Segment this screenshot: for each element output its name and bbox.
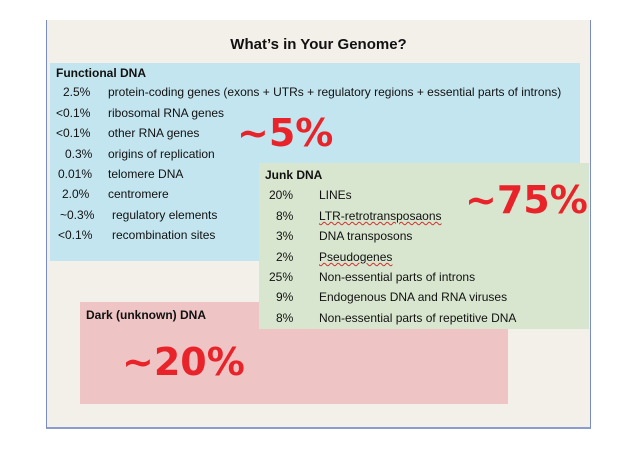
functional-label: centromere — [108, 187, 169, 201]
functional-pct: 2.0% — [62, 187, 90, 201]
functional-total: ~5% — [237, 111, 334, 155]
junk-label: DNA transposons — [319, 229, 413, 243]
junk-dna-heading: Junk DNA — [265, 168, 323, 182]
junk-pct: 8% — [276, 311, 294, 325]
junk-total: ~75% — [465, 178, 588, 222]
junk-pct: 3% — [276, 229, 294, 243]
functional-label: other RNA genes — [108, 126, 200, 140]
functional-label: ribosomal RNA genes — [108, 106, 225, 120]
junk-pct: 25% — [269, 270, 294, 284]
functional-label: origins of replication — [108, 147, 215, 161]
junk-label: Endogenous DNA and RNA viruses — [319, 290, 508, 304]
functional-pct: 2.5% — [63, 85, 91, 99]
junk-label: Pseudogenes — [319, 250, 393, 264]
functional-pct: <0.1% — [56, 106, 91, 120]
functional-pct: 0.01% — [58, 167, 93, 181]
functional-pct: <0.1% — [58, 228, 93, 242]
junk-label: LTR-retrotransposaons — [319, 209, 442, 223]
dark-total: ~20% — [122, 340, 245, 384]
functional-label: recombination sites — [112, 228, 216, 242]
dark-dna-heading: Dark (unknown) DNA — [86, 308, 206, 322]
functional-pct: ~0.3% — [60, 208, 95, 222]
junk-label: Non-essential parts of repetitive DNA — [319, 311, 517, 325]
junk-pct: 2% — [276, 250, 294, 264]
junk-pct: 9% — [276, 290, 294, 304]
junk-dna-box: Junk DNA 20% LINEs 8% LTR-retrotransposa… — [259, 163, 589, 329]
junk-label: Non-essential parts of introns — [319, 270, 476, 284]
functional-label: regulatory elements — [112, 208, 218, 222]
junk-pct: 20% — [269, 188, 294, 202]
junk-pct: 8% — [276, 209, 294, 223]
slide-title: What’s in Your Genome? — [230, 36, 407, 53]
functional-label: protein-coding genes (exons + UTRs + reg… — [108, 85, 562, 99]
functional-pct: <0.1% — [56, 126, 91, 140]
junk-label: LINEs — [319, 188, 352, 202]
functional-label: telomere DNA — [108, 167, 184, 181]
functional-dna-heading: Functional DNA — [56, 66, 146, 80]
functional-pct: 0.3% — [65, 147, 93, 161]
